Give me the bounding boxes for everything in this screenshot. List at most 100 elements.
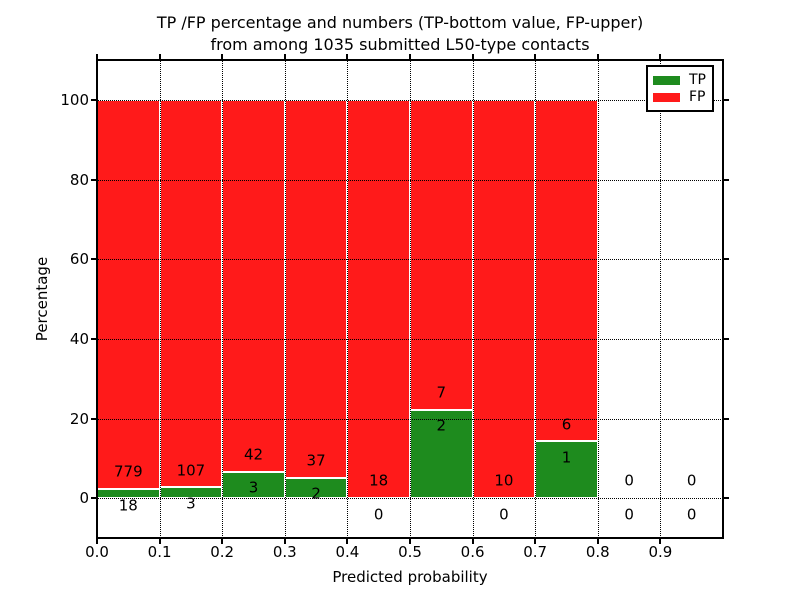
bar-segment-tp xyxy=(535,441,598,499)
x-tick-bottom xyxy=(283,539,286,544)
y-tick-right xyxy=(724,258,729,261)
x-tick-top xyxy=(96,54,98,59)
y-axis-label: Percentage xyxy=(33,256,51,342)
x-gridline xyxy=(159,60,161,538)
y-tick-label: 60 xyxy=(69,250,89,269)
x-tick-bottom xyxy=(346,539,349,544)
fp-count-label: 6 xyxy=(561,415,572,434)
x-tick-top xyxy=(158,54,161,59)
x-gridline xyxy=(284,60,286,538)
x-tick-label: 0.4 xyxy=(335,543,360,561)
y-tick-left xyxy=(91,258,96,261)
x-tick-bottom xyxy=(534,539,537,544)
fp-swatch-icon xyxy=(653,93,680,102)
x-gridline xyxy=(535,60,537,538)
bar-segment-fp xyxy=(159,99,223,488)
x-gridline xyxy=(347,60,349,538)
x-tick-top xyxy=(596,54,599,59)
bar-segment-fp xyxy=(410,99,473,410)
x-tick-top xyxy=(471,54,474,59)
x-tick-label: 0.7 xyxy=(523,543,548,561)
legend-entry-tp: TP xyxy=(648,72,712,89)
legend-entry-fp: FP xyxy=(648,89,712,106)
x-tick-label: 0.3 xyxy=(272,543,297,561)
x-tick-label: 0.0 xyxy=(85,543,109,561)
y-tick-right xyxy=(724,497,729,500)
x-tick-top xyxy=(659,54,662,59)
x-tick-top xyxy=(283,54,286,59)
bar-segment-fp xyxy=(472,99,536,499)
x-tick-bottom xyxy=(158,539,161,544)
y-tick-left xyxy=(91,417,96,420)
y-tick-left xyxy=(91,178,96,181)
y-tick-right xyxy=(724,337,729,340)
tp-count-label: 0 xyxy=(499,505,509,524)
tp-count-label: 0 xyxy=(373,505,384,524)
fp-count-label: 0 xyxy=(624,471,634,490)
fp-count-label: 107 xyxy=(176,461,206,480)
x-gridline xyxy=(222,60,224,538)
x-tick-bottom xyxy=(96,539,98,544)
tp-count-label: 1 xyxy=(561,448,572,467)
bar-segment-fp xyxy=(222,99,285,472)
tp-count-label: 2 xyxy=(311,484,321,503)
fp-count-label: 779 xyxy=(113,462,143,481)
x-tick-bottom xyxy=(409,539,411,544)
x-tick-bottom xyxy=(596,539,599,544)
bar-segment-fp xyxy=(284,99,348,478)
bar-segment-fp xyxy=(347,99,410,499)
tp-count-label: 3 xyxy=(186,494,196,513)
x-tick-label: 0.2 xyxy=(210,543,235,561)
legend-label-tp: TP xyxy=(689,72,706,88)
legend-label-fp: FP xyxy=(689,89,706,105)
x-tick-bottom xyxy=(659,539,662,544)
y-tick-right xyxy=(724,178,729,181)
plot-area: 779 18 107 3 42 3 37 2 18 0 7 2 10 0 6 1 0 0 0 0 0 20 40 60 80 10… xyxy=(60,54,729,561)
x-tick-bottom xyxy=(221,539,224,544)
y-tick-label: 20 xyxy=(69,409,89,428)
x-tick-top xyxy=(346,54,349,59)
y-tick-label: 80 xyxy=(69,170,89,189)
tp-swatch-icon xyxy=(653,76,680,85)
chart-title: TP /FP percentage and numbers (TP-bottom… xyxy=(0,12,800,56)
tp-count-label: 0 xyxy=(686,505,697,524)
tp-count-label: 18 xyxy=(118,496,138,515)
x-tick-bottom xyxy=(471,539,474,544)
y-tick-right xyxy=(724,98,729,101)
fp-count-label: 0 xyxy=(686,471,697,490)
y-tick-left xyxy=(91,497,96,500)
fp-count-label: 10 xyxy=(494,471,514,490)
y-tick-left xyxy=(91,337,96,340)
x-gridline xyxy=(410,60,411,538)
bar-segment-tp xyxy=(222,471,285,499)
x-gridline xyxy=(472,60,474,538)
x-gridline xyxy=(597,60,599,538)
fp-count-label: 18 xyxy=(369,471,389,490)
chart-title-line-2: from among 1035 submitted L50-type conta… xyxy=(210,35,590,54)
chart-title-line-1: TP /FP percentage and numbers (TP-bottom… xyxy=(156,13,644,32)
fp-count-label: 7 xyxy=(436,383,447,402)
y-tick-label: 40 xyxy=(69,329,89,348)
x-tick-label: 0.8 xyxy=(585,543,610,561)
x-axis-label: Predicted probability xyxy=(332,568,488,586)
x-gridline xyxy=(660,60,662,538)
tp-count-label: 0 xyxy=(624,505,634,524)
x-tick-top xyxy=(409,54,411,59)
bar-segment-tp xyxy=(410,409,473,499)
fp-count-label: 42 xyxy=(243,445,264,464)
x-tick-label: 0.5 xyxy=(398,543,422,561)
fp-count-label: 37 xyxy=(306,451,326,470)
bar-segment-fp xyxy=(97,99,160,490)
y-tick-left xyxy=(91,98,96,101)
tp-count-label: 3 xyxy=(248,478,259,497)
x-tick-top xyxy=(221,54,224,59)
tp-count-label: 2 xyxy=(436,416,447,435)
x-tick-label: 0.9 xyxy=(648,543,673,561)
x-tick-label: 0.1 xyxy=(147,543,172,561)
bar-segment-fp xyxy=(535,99,598,442)
y-tick-label: 0 xyxy=(79,489,89,508)
y-tick-label: 100 xyxy=(60,90,89,109)
y-tick-right xyxy=(724,417,729,420)
legend: TP FP xyxy=(646,65,714,112)
